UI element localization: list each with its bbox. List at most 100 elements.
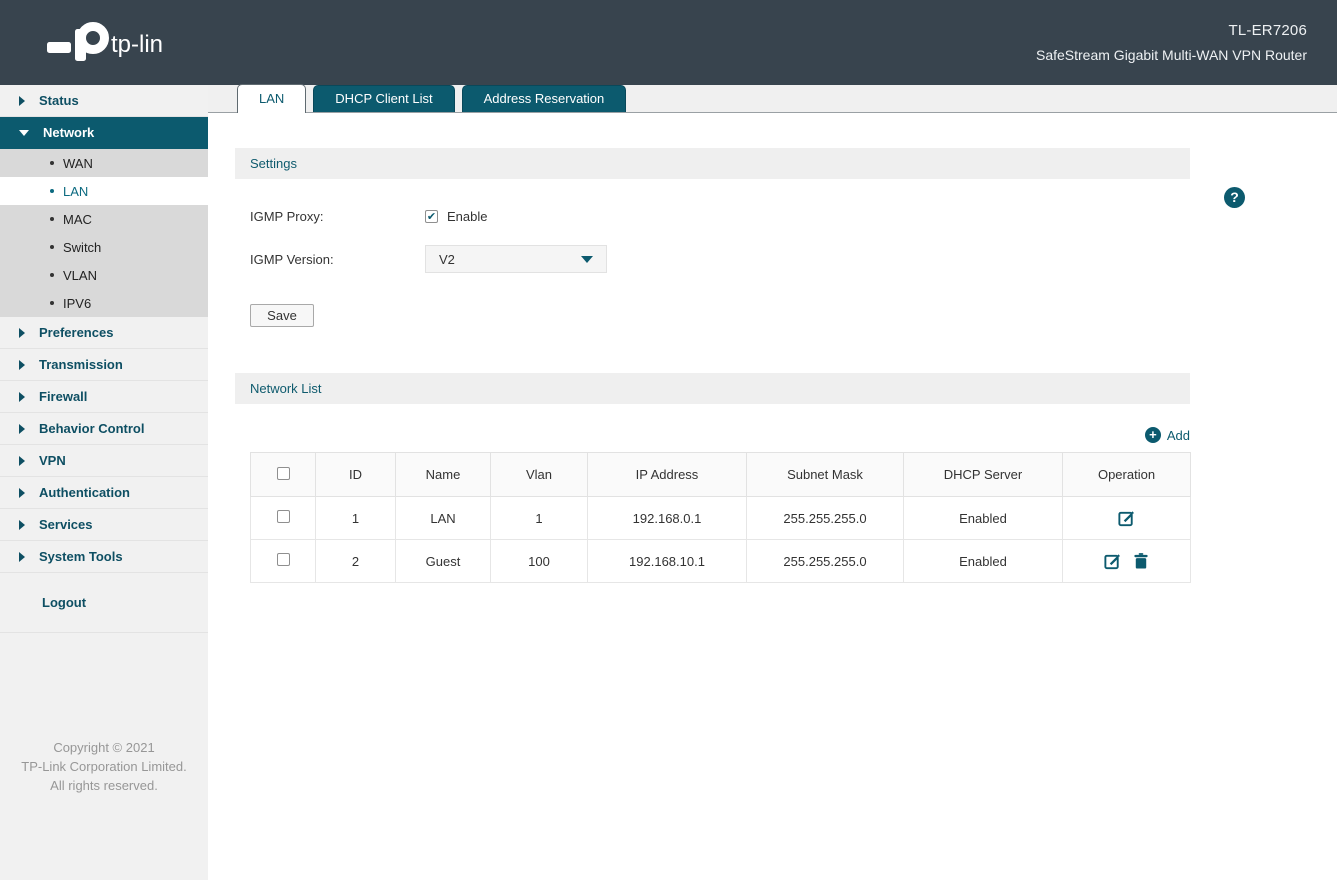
cell-id: 2	[315, 539, 396, 583]
sidebar-item-firewall[interactable]: Firewall	[0, 381, 208, 413]
copyright-line: All rights reserved.	[50, 777, 158, 793]
cell-dhcp: Enabled	[903, 496, 1063, 540]
cell-operation	[1062, 496, 1191, 540]
column-header-operation: Operation	[1062, 452, 1191, 497]
edit-icon[interactable]	[1117, 509, 1136, 528]
column-header-mask: Subnet Mask	[746, 452, 904, 497]
row-checkbox[interactable]	[276, 553, 290, 566]
logout-button[interactable]: Logout	[0, 573, 208, 633]
save-button[interactable]: Save	[250, 304, 314, 327]
sidebar-subitem-switch[interactable]: Switch	[0, 233, 208, 261]
settings-section-header: Settings	[235, 148, 1190, 179]
tab-bar: LAN DHCP Client List Address Reservation	[208, 84, 1337, 113]
tp-link-logo: tp-link	[45, 17, 163, 69]
add-button[interactable]: + Add	[1144, 427, 1190, 443]
sidebar-item-label: Firewall	[39, 389, 88, 404]
bullet-icon	[50, 245, 54, 249]
edit-icon[interactable]	[1103, 552, 1122, 571]
table-row: 2 Guest 100 192.168.10.1 255.255.255.0 E…	[250, 539, 1191, 583]
igmp-version-label: IGMP Version:	[250, 251, 334, 267]
chevron-down-icon	[19, 129, 29, 136]
chevron-right-icon	[19, 327, 25, 338]
column-header-ip: IP Address	[587, 452, 747, 497]
table-actions: + Add	[235, 427, 1190, 443]
copyright-text: Copyright © 2021 TP-Link Corporation Lim…	[0, 739, 208, 796]
sidebar-item-vpn[interactable]: VPN	[0, 445, 208, 477]
sidebar-subitem-ipv6[interactable]: IPV6	[0, 289, 208, 317]
chevron-down-icon	[581, 255, 593, 263]
enable-label: Enable	[447, 209, 488, 224]
sidebar-item-system-tools[interactable]: System Tools	[0, 541, 208, 573]
tab-dhcp-client-list[interactable]: DHCP Client List	[313, 85, 455, 112]
network-list-section-header: Network List	[235, 373, 1190, 404]
copyright-line: Copyright © 2021	[53, 740, 155, 755]
sidebar-item-preferences[interactable]: Preferences	[0, 317, 208, 349]
igmp-version-select[interactable]: V2	[425, 245, 607, 273]
sidebar-item-behavior-control[interactable]: Behavior Control	[0, 413, 208, 445]
igmp-version-value: V2	[439, 251, 455, 267]
sidebar-subitem-lan[interactable]: LAN	[0, 177, 208, 205]
sidebar-subitem-mac[interactable]: MAC	[0, 205, 208, 233]
chevron-right-icon	[19, 359, 25, 370]
sidebar-subitem-vlan[interactable]: VLAN	[0, 261, 208, 289]
cell-ip: 192.168.10.1	[587, 539, 747, 583]
bullet-icon	[50, 301, 54, 305]
sidebar-subitem-label: Switch	[63, 239, 102, 255]
row-checkbox[interactable]	[276, 510, 290, 523]
sidebar-item-label: Behavior Control	[39, 421, 145, 436]
igmp-version-row: IGMP Version: V2	[250, 245, 1337, 273]
sidebar-item-authentication[interactable]: Authentication	[0, 477, 208, 509]
sidebar-item-label: VPN	[39, 453, 66, 468]
sidebar-subitem-label: VLAN	[63, 267, 97, 283]
bullet-icon	[50, 273, 54, 277]
table-header-row: ID Name Vlan IP Address Subnet Mask DHCP…	[250, 452, 1191, 497]
sidebar-item-services[interactable]: Services	[0, 509, 208, 541]
igmp-proxy-checkbox[interactable]	[425, 210, 438, 223]
sidebar: Status Network WAN LAN MAC Switch VLAN	[0, 85, 208, 880]
tab-lan[interactable]: LAN	[237, 84, 307, 113]
tab-address-reservation[interactable]: Address Reservation	[461, 85, 627, 112]
cell-vlan: 100	[490, 539, 588, 583]
cell-mask: 255.255.255.0	[746, 539, 904, 583]
column-header-name: Name	[395, 452, 491, 497]
sidebar-item-label: Transmission	[39, 357, 123, 372]
device-info: TL-ER7206 SafeStream Gigabit Multi-WAN V…	[1036, 22, 1307, 63]
add-label: Add	[1166, 427, 1190, 443]
network-list-table: ID Name Vlan IP Address Subnet Mask DHCP…	[250, 452, 1191, 583]
svg-text:tp-link: tp-link	[111, 31, 163, 58]
sidebar-subitem-label: MAC	[63, 211, 92, 227]
chevron-right-icon	[19, 391, 25, 402]
chevron-right-icon	[19, 423, 25, 434]
sidebar-subitem-label: WAN	[63, 155, 93, 171]
sidebar-item-label: Preferences	[39, 325, 114, 340]
plus-circle-icon: +	[1144, 427, 1161, 443]
sidebar-item-status[interactable]: Status	[0, 85, 208, 117]
igmp-proxy-row: IGMP Proxy: Enable	[250, 209, 1337, 224]
cell-ip: 192.168.0.1	[587, 496, 747, 540]
sidebar-item-label: Authentication	[39, 485, 130, 500]
sidebar-item-label: Services	[39, 517, 93, 532]
bullet-icon	[50, 189, 54, 193]
igmp-proxy-label: IGMP Proxy:	[250, 209, 324, 224]
sidebar-item-label: Status	[39, 93, 79, 108]
table-row: 1 LAN 1 192.168.0.1 255.255.255.0 Enable…	[250, 496, 1191, 540]
logout-label: Logout	[42, 595, 87, 610]
cell-name: LAN	[395, 496, 491, 540]
chevron-right-icon	[19, 95, 25, 106]
chevron-right-icon	[19, 487, 25, 498]
chevron-right-icon	[19, 519, 25, 530]
cell-mask: 255.255.255.0	[746, 496, 904, 540]
sidebar-subitem-wan[interactable]: WAN	[0, 149, 208, 177]
delete-icon[interactable]	[1132, 552, 1150, 570]
sidebar-item-network[interactable]: Network	[0, 117, 208, 149]
column-header-dhcp: DHCP Server	[903, 452, 1063, 497]
cell-vlan: 1	[490, 496, 588, 540]
sidebar-item-transmission[interactable]: Transmission	[0, 349, 208, 381]
help-icon[interactable]: ?	[1224, 187, 1245, 208]
sidebar-subitem-label: LAN	[63, 183, 89, 199]
bullet-icon	[50, 161, 54, 165]
select-all-checkbox[interactable]	[276, 466, 290, 480]
sidebar-subitem-label: IPV6	[63, 295, 92, 311]
sidebar-item-label: Network	[43, 125, 95, 140]
device-model: TL-ER7206	[1228, 22, 1307, 39]
